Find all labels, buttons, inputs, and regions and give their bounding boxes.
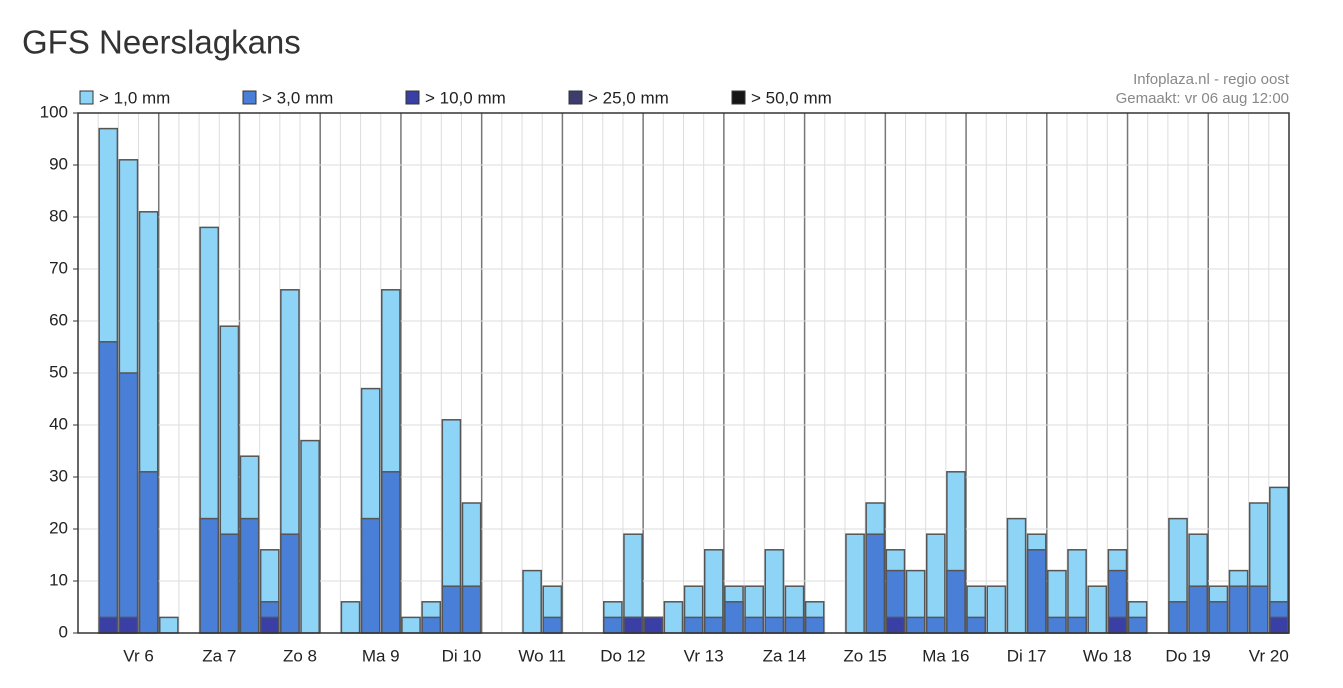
- chart-title: GFS Neerslagkans: [22, 24, 301, 61]
- y-tick-label: 90: [49, 154, 68, 173]
- x-tick-label: Ma 16: [922, 646, 969, 665]
- bar: [845, 533, 865, 634]
- bar: [804, 616, 825, 634]
- y-tick-label: 10: [49, 570, 68, 589]
- legend-label: > 50,0 mm: [751, 88, 832, 107]
- bar: [986, 585, 1007, 634]
- y-tick-label: 80: [49, 206, 68, 225]
- y-tick-label: 60: [49, 310, 68, 329]
- x-tick-label: Vr 6: [123, 646, 154, 665]
- x-tick-label: Vr 20: [1249, 646, 1289, 665]
- bar: [643, 616, 664, 634]
- bar: [885, 616, 906, 634]
- bar: [1228, 585, 1249, 634]
- bar: [158, 616, 179, 634]
- bar: [1269, 616, 1289, 634]
- bar: [118, 372, 139, 634]
- x-tick-label: Za 7: [202, 646, 236, 665]
- legend-swatch: [242, 90, 257, 105]
- bar: [401, 616, 421, 634]
- bar: [1248, 585, 1269, 634]
- legend-label: > 10,0 mm: [425, 88, 506, 107]
- bar: [461, 585, 482, 634]
- bar: [865, 533, 886, 634]
- bar: [623, 616, 643, 634]
- legend-label: > 1,0 mm: [99, 88, 170, 107]
- bar: [1127, 616, 1148, 634]
- bar: [724, 601, 744, 634]
- bar: [663, 601, 684, 634]
- y-tick-label: 0: [59, 622, 68, 641]
- bar: [603, 616, 623, 634]
- bar: [118, 616, 139, 634]
- y-tick-label: 50: [49, 362, 68, 381]
- y-tick-label: 70: [49, 258, 68, 277]
- bar: [421, 616, 442, 634]
- bar: [300, 439, 320, 634]
- made-note: Gemaakt: vr 06 aug 12:00: [1116, 90, 1289, 107]
- bar: [280, 533, 300, 634]
- bar: [239, 517, 260, 634]
- legend-swatch: [731, 90, 746, 105]
- bar: [381, 471, 401, 634]
- bar: [1047, 616, 1067, 634]
- bar: [1026, 549, 1047, 634]
- legend-swatch: [568, 90, 583, 105]
- source-note: Infoplaza.nl - regio oost: [1133, 71, 1290, 88]
- x-tick-label: Za 14: [763, 646, 806, 665]
- x-tick-label: Vr 13: [684, 646, 724, 665]
- plot-frame: [77, 112, 1290, 634]
- bar: [683, 616, 704, 634]
- bar: [784, 616, 805, 634]
- x-tick-label: Wo 11: [518, 646, 566, 665]
- x-tick-label: Wo 18: [1083, 646, 1132, 665]
- bar: [1087, 585, 1108, 634]
- x-tick-label: Do 19: [1165, 646, 1210, 665]
- bar: [764, 616, 785, 634]
- y-tick-label: 30: [49, 466, 68, 485]
- y-tick-label: 20: [49, 518, 68, 537]
- bar: [98, 616, 119, 634]
- y-tick-label: 40: [49, 414, 68, 433]
- x-tick-label: Zo 8: [283, 646, 317, 665]
- bar: [259, 616, 280, 634]
- bar: [542, 616, 563, 634]
- bar: [1006, 517, 1027, 634]
- bar: [219, 533, 240, 634]
- x-tick-label: Do 12: [600, 646, 645, 665]
- legend-swatch: [79, 90, 94, 105]
- x-tick-label: Di 17: [1007, 646, 1047, 665]
- bar: [138, 471, 159, 634]
- bar: [905, 616, 926, 634]
- bar: [1168, 601, 1188, 634]
- bar: [340, 601, 361, 634]
- bar: [925, 616, 946, 634]
- bar: [744, 616, 764, 634]
- bar: [98, 341, 119, 634]
- x-tick-label: Zo 15: [843, 646, 886, 665]
- x-tick-label: Ma 9: [362, 646, 400, 665]
- bar: [946, 569, 966, 634]
- legend-label: > 25,0 mm: [588, 88, 669, 107]
- bar: [1208, 601, 1229, 634]
- bar: [1107, 616, 1128, 634]
- bar: [966, 616, 986, 634]
- bar: [522, 569, 542, 634]
- x-tick-label: Di 10: [442, 646, 482, 665]
- y-tick-label: 100: [40, 102, 68, 121]
- bar: [441, 585, 462, 634]
- legend-label: > 3,0 mm: [262, 88, 333, 107]
- bar: [360, 517, 381, 634]
- bar: [703, 616, 724, 634]
- legend-swatch: [405, 90, 420, 105]
- bar: [1067, 616, 1087, 634]
- bar: [1188, 585, 1209, 634]
- bar: [199, 517, 220, 634]
